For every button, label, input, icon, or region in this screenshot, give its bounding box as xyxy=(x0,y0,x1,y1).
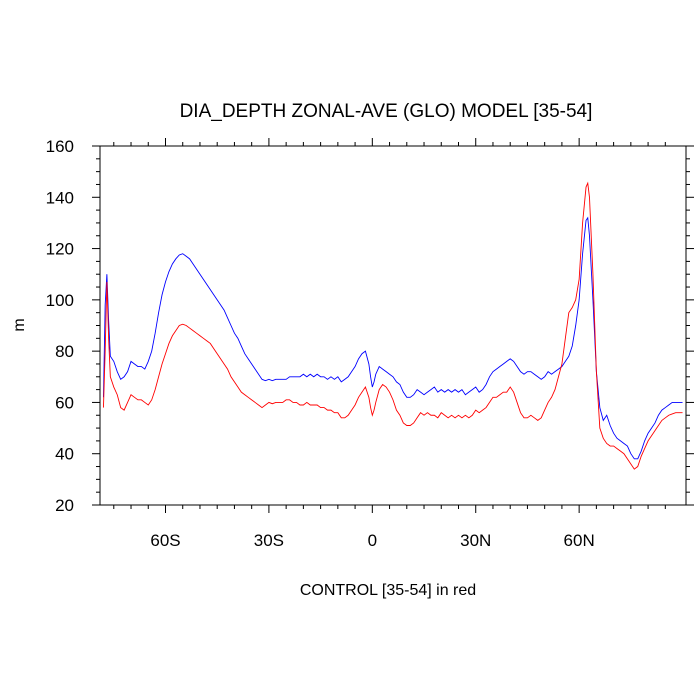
x-tick-label: 30N xyxy=(460,531,491,550)
series-line-1 xyxy=(103,216,683,460)
y-tick-label: 80 xyxy=(55,342,74,361)
y-tick-label: 140 xyxy=(46,188,74,207)
y-tick-label: 120 xyxy=(46,240,74,259)
plot-area: 20 40 60 80 100 120 140 160 60S 30S 0 30N 60N xyxy=(46,137,694,550)
y-axis-label: m xyxy=(11,318,28,331)
y-tick-label: 60 xyxy=(55,393,74,412)
y-tick-label: 40 xyxy=(55,445,74,464)
y-tick-label: 160 xyxy=(46,137,74,156)
chart-title: DIA_DEPTH ZONAL-AVE (GLO) MODEL [35-54] xyxy=(180,101,593,122)
x-tick-label: 30S xyxy=(254,531,284,550)
y-tick-label: 20 xyxy=(55,496,74,515)
y-tick-label: 100 xyxy=(46,291,74,310)
plot-frame xyxy=(99,145,687,506)
x-tick-label: 60N xyxy=(564,531,595,550)
x-tick-label: 0 xyxy=(368,531,377,550)
series-line-2 xyxy=(103,181,683,470)
x-axis-label: CONTROL [35-54] in red xyxy=(300,582,476,599)
x-tick-label: 60S xyxy=(150,531,180,550)
